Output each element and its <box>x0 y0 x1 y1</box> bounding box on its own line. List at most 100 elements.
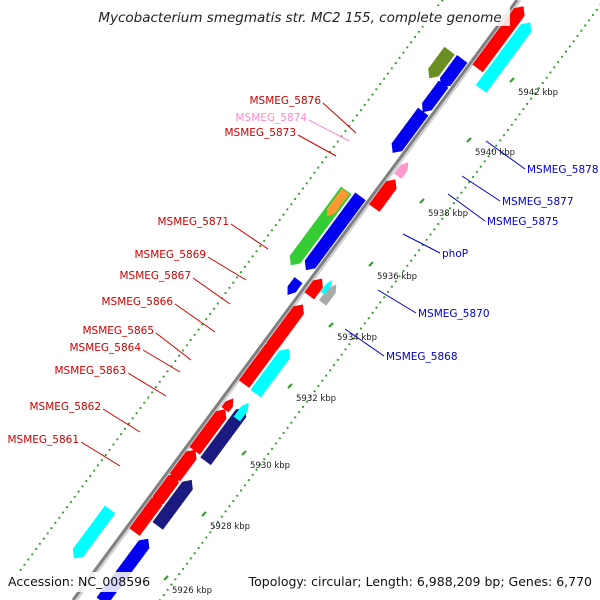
track-dot-left <box>576 34 579 38</box>
backbone-shadow <box>74 0 522 600</box>
track-dot-right <box>259 244 262 248</box>
gene-label-msmeg_5863: MSMEG_5863 <box>54 365 126 377</box>
track-dot-right <box>270 229 273 232</box>
track-dot-left <box>499 139 502 142</box>
track-dot-left <box>363 322 366 325</box>
track-dot-left <box>530 97 533 100</box>
track-dot-left <box>298 411 301 414</box>
track-dot-left <box>506 128 509 132</box>
gene-arrow-blue <box>422 80 449 113</box>
track-dot-left <box>243 484 247 487</box>
track-dot-left <box>232 499 235 503</box>
track-dot-right <box>394 62 397 65</box>
track-dot-right <box>398 56 401 60</box>
track-dot-right <box>278 218 281 221</box>
track-dot-right <box>243 265 246 268</box>
track-dot-right <box>212 307 215 310</box>
track-dot-left <box>588 19 591 22</box>
track-dot-right <box>89 474 92 477</box>
track-dot-right <box>290 203 293 206</box>
track-dot-right <box>189 338 192 342</box>
track-dot-left <box>201 541 204 544</box>
track-dot-left <box>537 87 540 90</box>
gene-arrow-red <box>221 398 234 413</box>
track-dot-left <box>259 463 262 466</box>
track-dot-right <box>286 208 289 211</box>
track-dot-left <box>263 458 266 461</box>
track-dot-left <box>560 55 564 58</box>
track-dot-left <box>166 588 169 591</box>
track-dot-right <box>313 171 316 174</box>
track-dot-left <box>332 364 335 367</box>
track-dot-left <box>386 290 390 294</box>
track-dot-left <box>321 379 324 382</box>
tick-label: 5940 kbp <box>475 148 515 158</box>
tick-mark <box>328 322 334 328</box>
leader-line <box>447 193 486 222</box>
track-dot-right <box>255 250 258 253</box>
track-dot-left <box>410 259 413 262</box>
track-dot-right <box>344 129 347 133</box>
gene-arrow-cyan <box>233 402 249 422</box>
tick-mark <box>163 575 169 581</box>
track-dot-left <box>317 384 320 388</box>
track-dot-right <box>267 234 270 237</box>
gene-arrow-cyan <box>475 22 532 93</box>
track-dot-right <box>209 312 212 315</box>
track-dot-right <box>54 521 57 525</box>
track-dot-right <box>197 328 200 331</box>
track-dot-left <box>193 552 196 555</box>
tick-mark <box>287 383 293 389</box>
track-dot-left <box>313 390 316 393</box>
track-dot-right <box>143 401 146 404</box>
track-dot-left <box>286 426 289 429</box>
track-dot-right <box>325 156 328 159</box>
track-dot-left <box>437 222 440 226</box>
tick-label: 5934 kbp <box>337 333 377 343</box>
tick-label: 5930 kbp <box>250 461 290 471</box>
track-dot-left <box>483 160 486 163</box>
track-dot-left <box>344 348 347 351</box>
track-dot-right <box>305 182 308 185</box>
track-dot-left <box>475 170 479 173</box>
track-dot-right <box>127 422 130 425</box>
track-dot-left <box>356 332 359 335</box>
track-dot-left <box>514 118 517 121</box>
track-dot-left <box>460 191 463 194</box>
track-dot-left <box>367 317 370 320</box>
track-dot-left <box>464 186 467 189</box>
tick-label: 5932 kbp <box>296 394 336 404</box>
gene-label-msmeg_5862: MSMEG_5862 <box>29 401 101 413</box>
leader-line <box>192 277 231 305</box>
track-dot-right <box>317 166 320 169</box>
track-dot-left <box>580 29 583 32</box>
track-dot-left <box>189 557 192 560</box>
track-dot-right <box>100 459 103 462</box>
track-dot-right <box>301 187 304 190</box>
kbp-ticks: 5926 kbp 5928 kbp 5930 kbp 5932 kbp 5934 kbp… <box>163 77 558 596</box>
gene-arrow-red <box>169 449 197 482</box>
gene-label-msmeg_5874: MSMEG_5874 <box>235 112 307 124</box>
track-dot-right <box>386 72 389 75</box>
track-dot-left <box>290 421 293 424</box>
track-dot-left <box>309 395 312 398</box>
track-dot-right <box>410 41 413 44</box>
track-dot-right <box>46 532 49 535</box>
track-dot-left <box>236 494 239 497</box>
track-dot-left <box>251 473 254 476</box>
leader-line <box>308 119 350 142</box>
track-dot-left <box>162 593 165 597</box>
gene-arrow-navy <box>152 479 193 530</box>
gene-arrow-cyan <box>250 348 290 398</box>
track-dot-right <box>158 380 161 383</box>
genome-backbone <box>71 0 522 600</box>
leader-line <box>155 332 192 361</box>
track-dot-right <box>216 302 219 305</box>
track-dot-left <box>212 526 216 529</box>
track-dot-right <box>178 354 181 357</box>
footer-backdrop-left <box>4 572 154 592</box>
gene-label-msmeg_5861: MSMEG_5861 <box>7 434 79 446</box>
track-dot-right <box>282 213 285 216</box>
track-dot-left <box>267 452 270 455</box>
